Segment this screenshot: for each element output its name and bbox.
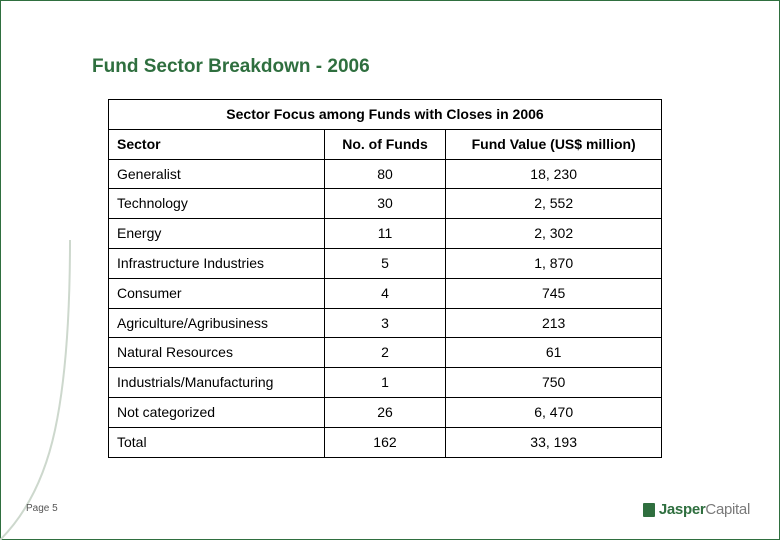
- cell-funds: 30: [324, 189, 446, 219]
- cell-value: 33, 193: [446, 427, 662, 457]
- cell-funds: 1: [324, 368, 446, 398]
- cell-value: 61: [446, 338, 662, 368]
- table-row: Technology 30 2, 552: [109, 189, 662, 219]
- cell-value: 1, 870: [446, 248, 662, 278]
- cell-value: 2, 302: [446, 219, 662, 249]
- table-row: Natural Resources 2 61: [109, 338, 662, 368]
- cell-sector: Technology: [109, 189, 325, 219]
- cell-funds: 4: [324, 278, 446, 308]
- cell-funds: 80: [324, 159, 446, 189]
- sector-table-container: Sector Focus among Funds with Closes in …: [108, 99, 662, 458]
- cell-funds: 26: [324, 397, 446, 427]
- table-row: Energy 11 2, 302: [109, 219, 662, 249]
- cell-funds: 2: [324, 338, 446, 368]
- col-header-sector: Sector: [109, 129, 325, 159]
- cell-sector: Generalist: [109, 159, 325, 189]
- table-row: Generalist 80 18, 230: [109, 159, 662, 189]
- cell-sector: Total: [109, 427, 325, 457]
- table-row: Agriculture/Agribusiness 3 213: [109, 308, 662, 338]
- cell-funds: 5: [324, 248, 446, 278]
- table-row: Total 162 33, 193: [109, 427, 662, 457]
- table-row: Consumer 4 745: [109, 278, 662, 308]
- cell-value: 213: [446, 308, 662, 338]
- table-row: Not categorized 26 6, 470: [109, 397, 662, 427]
- col-header-value: Fund Value (US$ million): [446, 129, 662, 159]
- table-row: Industrials/Manufacturing 1 750: [109, 368, 662, 398]
- table-row: Infrastructure Industries 5 1, 870: [109, 248, 662, 278]
- cell-sector: Natural Resources: [109, 338, 325, 368]
- cell-value: 745: [446, 278, 662, 308]
- logo-block-icon: [643, 503, 655, 517]
- cell-funds: 162: [324, 427, 446, 457]
- cell-value: 18, 230: [446, 159, 662, 189]
- cell-value: 6, 470: [446, 397, 662, 427]
- sector-table: Sector Focus among Funds with Closes in …: [108, 99, 662, 458]
- cell-value: 2, 552: [446, 189, 662, 219]
- table-caption-row: Sector Focus among Funds with Closes in …: [109, 100, 662, 130]
- col-header-funds: No. of Funds: [324, 129, 446, 159]
- cell-sector: Industrials/Manufacturing: [109, 368, 325, 398]
- table-header-row: Sector No. of Funds Fund Value (US$ mill…: [109, 129, 662, 159]
- brand-logo: JasperCapital: [643, 501, 750, 518]
- cell-funds: 3: [324, 308, 446, 338]
- cell-sector: Infrastructure Industries: [109, 248, 325, 278]
- cell-value: 750: [446, 368, 662, 398]
- cell-sector: Consumer: [109, 278, 325, 308]
- page-title: Fund Sector Breakdown - 2006: [92, 56, 370, 78]
- logo-text: JasperCapital: [659, 501, 750, 518]
- table-caption: Sector Focus among Funds with Closes in …: [109, 100, 662, 130]
- cell-funds: 11: [324, 219, 446, 249]
- cell-sector: Not categorized: [109, 397, 325, 427]
- logo-text-capital: Capital: [705, 501, 750, 518]
- cell-sector: Energy: [109, 219, 325, 249]
- page-number: Page 5: [26, 503, 58, 514]
- cell-sector: Agriculture/Agribusiness: [109, 308, 325, 338]
- logo-text-jasper: Jasper: [659, 501, 706, 518]
